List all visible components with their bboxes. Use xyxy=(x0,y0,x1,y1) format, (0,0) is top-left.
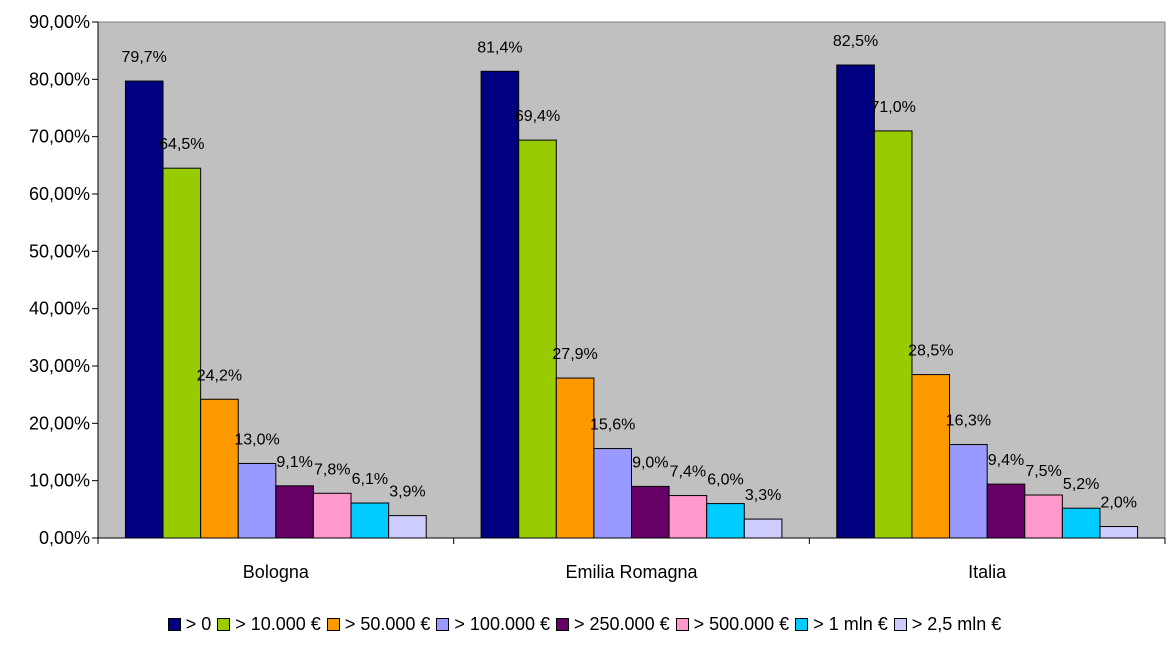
data-label: 3,9% xyxy=(389,484,425,501)
x-tick-label: Italia xyxy=(968,562,1007,582)
x-tick-label: Emilia Romagna xyxy=(565,562,698,582)
legend-item: > 250.000 € xyxy=(556,614,670,635)
bar xyxy=(312,492,352,539)
data-label: 24,2% xyxy=(197,367,242,384)
legend-item: > 0 xyxy=(167,613,212,635)
bar xyxy=(949,444,988,539)
bar xyxy=(200,398,239,539)
y-tick-label: 70,00% xyxy=(29,127,90,147)
bar xyxy=(1024,494,1063,539)
data-label: 71,0% xyxy=(870,99,915,116)
legend-label: > 10.000 € xyxy=(235,613,321,634)
legend-swatch xyxy=(795,617,809,631)
bar xyxy=(911,374,951,539)
data-label: 27,9% xyxy=(552,346,597,363)
bar xyxy=(873,130,913,539)
legend-label: > 0 xyxy=(185,613,212,634)
legend-swatch xyxy=(556,617,569,631)
bar xyxy=(631,485,670,539)
y-tick-label: 10,00% xyxy=(29,471,90,491)
data-label: 2,0% xyxy=(1101,495,1137,512)
legend-item: > 100.000 € xyxy=(436,614,550,635)
data-label: 7,4% xyxy=(670,464,706,481)
bar xyxy=(986,483,1026,539)
legend-label: > 500.000 € xyxy=(693,613,790,634)
data-label: 81,4% xyxy=(477,39,522,56)
bar xyxy=(555,377,595,539)
y-tick-label: 30,00% xyxy=(29,356,90,376)
legend-swatch xyxy=(326,617,340,631)
legend-swatch xyxy=(675,617,689,631)
y-tick-label: 90,00% xyxy=(29,12,90,32)
y-tick-label: 40,00% xyxy=(29,299,90,319)
data-label: 5,2% xyxy=(1063,476,1099,493)
bar xyxy=(518,139,557,539)
data-label: 69,4% xyxy=(515,108,560,125)
bar xyxy=(124,80,164,539)
y-tick-label: 0,00% xyxy=(39,528,90,548)
y-tick-label: 20,00% xyxy=(29,413,90,433)
data-label: 7,8% xyxy=(314,461,350,478)
legend-label: > 100.000 € xyxy=(454,613,550,634)
data-label: 7,5% xyxy=(1025,463,1061,480)
bar xyxy=(668,495,708,539)
legend-item: > 2,5 mln € xyxy=(893,613,1002,635)
y-tick-label: 50,00% xyxy=(29,241,90,261)
legend-label: > 50.000 € xyxy=(344,613,431,634)
data-label: 28,5% xyxy=(908,343,953,360)
bar xyxy=(593,448,633,539)
data-label: 3,3% xyxy=(745,487,781,504)
legend-swatch xyxy=(167,617,181,631)
legend-label: > 2,5 mln € xyxy=(911,613,1002,634)
bar xyxy=(743,518,783,539)
bar xyxy=(162,167,202,539)
legend-swatch xyxy=(217,617,231,631)
legend-item: > 500.000 € xyxy=(675,613,790,635)
y-tick-label: 60,00% xyxy=(29,184,90,204)
data-label: 9,0% xyxy=(632,454,668,471)
legend-item: > 1 mln € xyxy=(795,614,888,635)
data-label: 16,3% xyxy=(946,413,991,430)
bar xyxy=(350,502,390,539)
data-label: 13,0% xyxy=(234,431,279,448)
bar xyxy=(706,503,745,539)
data-label: 64,5% xyxy=(159,136,204,153)
data-label: 6,1% xyxy=(352,471,388,488)
legend-item: > 50.000 € xyxy=(326,613,431,635)
legend-label: > 1 mln € xyxy=(813,613,888,634)
bar xyxy=(480,70,520,539)
data-label: 9,1% xyxy=(276,454,312,471)
bar xyxy=(1061,507,1101,539)
y-tick-label: 80,00% xyxy=(29,69,90,89)
chart-legend: > 0 > 10.000 € > 50.000 € > 100.000 € > 250.… xyxy=(0,612,1169,636)
data-label: 79,7% xyxy=(122,49,167,66)
bar xyxy=(275,485,314,539)
data-label: 15,6% xyxy=(590,417,635,434)
legend-label: > 250.000 € xyxy=(574,613,670,634)
legend-swatch xyxy=(436,617,450,631)
bar xyxy=(1099,526,1139,539)
data-label: 82,5% xyxy=(833,33,878,50)
bar xyxy=(836,64,875,539)
bar xyxy=(237,462,277,539)
legend-item: > 10.000 € xyxy=(217,614,321,635)
legend-swatch xyxy=(893,617,907,631)
x-tick-label: Bologna xyxy=(243,562,310,582)
bar xyxy=(388,515,427,539)
data-label: 6,0% xyxy=(707,472,743,489)
data-label: 9,4% xyxy=(988,452,1024,469)
